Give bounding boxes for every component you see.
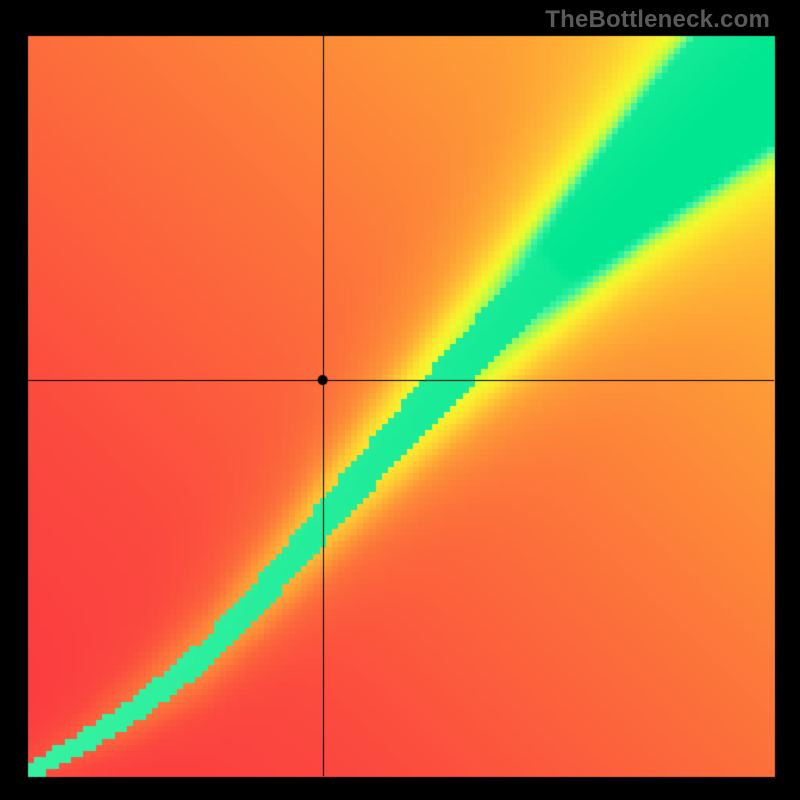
bottleneck-heatmap (0, 0, 800, 800)
chart-container: TheBottleneck.com (0, 0, 800, 800)
watermark-text: TheBottleneck.com (545, 6, 770, 34)
